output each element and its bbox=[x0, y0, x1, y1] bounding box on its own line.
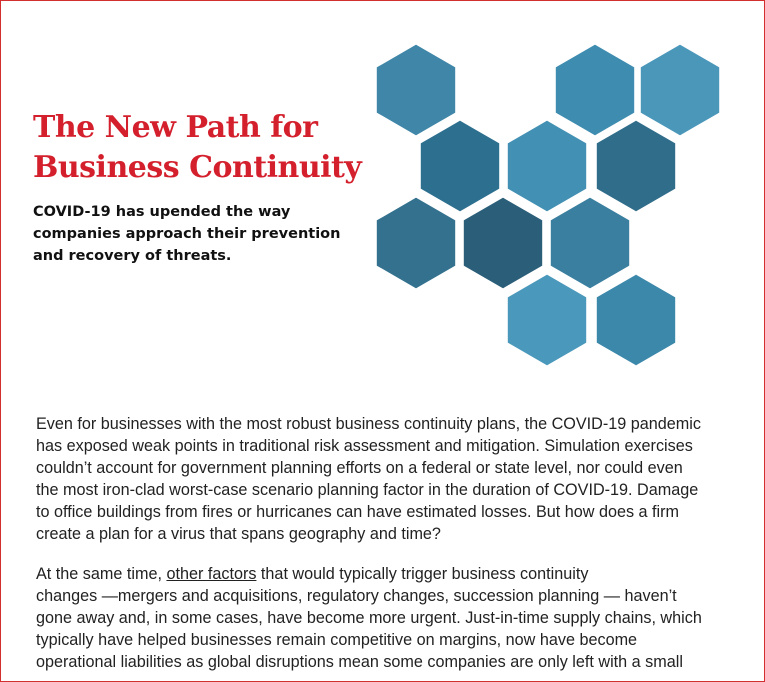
subtitle-line: and recovery of threats. bbox=[33, 248, 232, 264]
link[interactable]: other factors bbox=[166, 565, 257, 583]
title-line: The New Path for bbox=[33, 110, 318, 145]
hexagon-photo bbox=[637, 41, 723, 139]
body-line: At the same time, other factors that wou… bbox=[36, 565, 588, 584]
text-run: that would typically trigger business co… bbox=[256, 565, 589, 583]
body-line: typically have helped businesses remain … bbox=[36, 631, 638, 649]
body-line: has exposed weak points in traditional r… bbox=[36, 437, 693, 455]
hexagon-photo bbox=[504, 271, 590, 369]
body-line: operational liabilities as global disrup… bbox=[36, 653, 683, 671]
title-line: Business Continuity bbox=[33, 150, 362, 185]
hexagon-photo bbox=[460, 194, 546, 292]
hexagon-photo bbox=[552, 41, 638, 139]
hexagon-photo bbox=[417, 117, 503, 215]
hexagon-photo bbox=[547, 194, 633, 292]
body-line: the most iron-clad worst-case scenario p… bbox=[36, 481, 699, 499]
body-line: Even for businesses with the most robust… bbox=[36, 415, 701, 433]
body-line: gone away and, in some cases, have becom… bbox=[36, 609, 702, 627]
body-line: create a plan for a virus that spans geo… bbox=[36, 525, 441, 543]
hexagon-photo bbox=[504, 117, 590, 215]
hexagon-collage bbox=[373, 41, 723, 369]
subtitle-line: companies approach their prevention bbox=[33, 226, 341, 242]
hexagon-photo bbox=[593, 117, 679, 215]
body-line: to office buildings from fires or hurric… bbox=[36, 503, 680, 521]
text-run: At the same time, bbox=[36, 565, 167, 583]
body-line: changes —mergers and acquisitions, regul… bbox=[36, 587, 677, 605]
hexagon-photo bbox=[373, 41, 459, 139]
hexagon-photo bbox=[373, 194, 459, 292]
body-line: couldn’t account for government planning… bbox=[36, 459, 683, 477]
hexagon-photo bbox=[593, 271, 679, 369]
subtitle-line: COVID-19 has upended the way bbox=[33, 204, 291, 220]
